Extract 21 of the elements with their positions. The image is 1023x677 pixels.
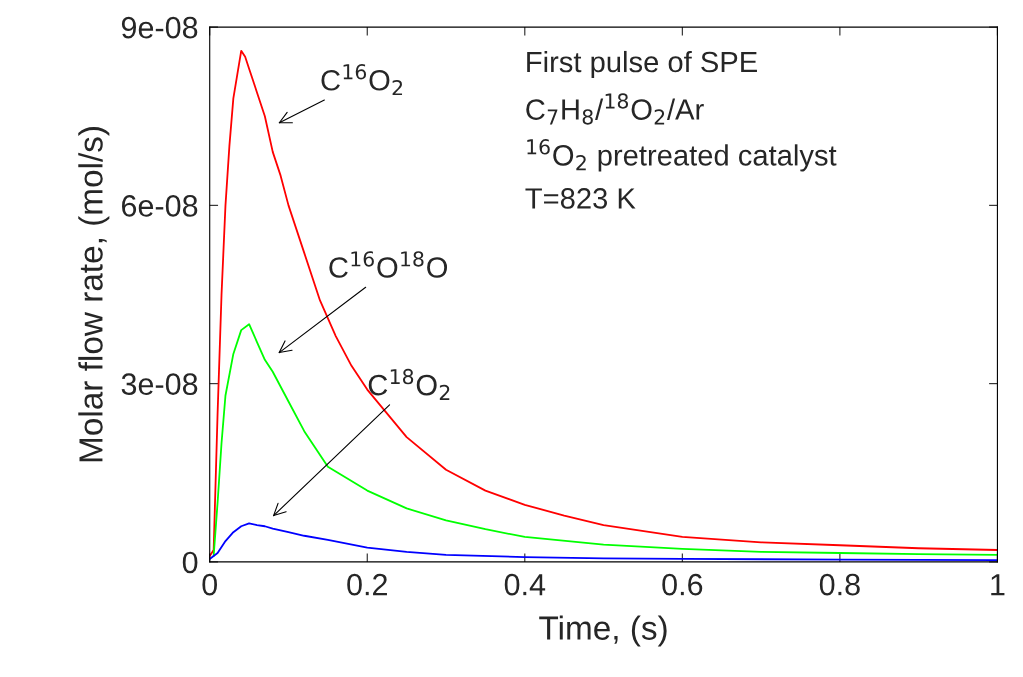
x-tick-label: 0.4	[504, 573, 546, 596]
x-tick-label: 0.6	[662, 573, 703, 596]
line-series	[212, 323, 998, 557]
x-tick-label: 1	[991, 574, 1005, 596]
y-tick-label: 3e-08	[121, 373, 198, 396]
annotation: T=823 K	[525, 188, 636, 209]
y-tick-label: 6e-08	[122, 195, 198, 217]
line-series	[209, 49, 998, 557]
y-tick-label: 9e-08	[121, 16, 198, 39]
y-axis-title: Molar flow rate, (mol/s)	[78, 127, 110, 462]
x-tick-label: 0.2	[347, 573, 387, 596]
annotation: C$^{16}$O$^{18}$O	[329, 251, 448, 278]
annotation: C$^{18}$O$_{2}$	[368, 368, 450, 400]
y-tick-label: 0	[182, 551, 198, 574]
annotation: C$^{16}$O$_{2}$	[321, 64, 403, 96]
x-tick-label: 0	[202, 573, 218, 596]
annotation: First pulse of SPE	[527, 50, 757, 79]
annotation: $^{16}$O$_{2}$ pretreated catalyst	[527, 139, 837, 172]
x-tick-label: 0.8	[819, 573, 860, 596]
x-axis-title: Time, (s)	[539, 615, 667, 647]
text: C$_{7}$H$_{8}$/$^{18}$O$_{2}$/Ar	[526, 93, 704, 125]
